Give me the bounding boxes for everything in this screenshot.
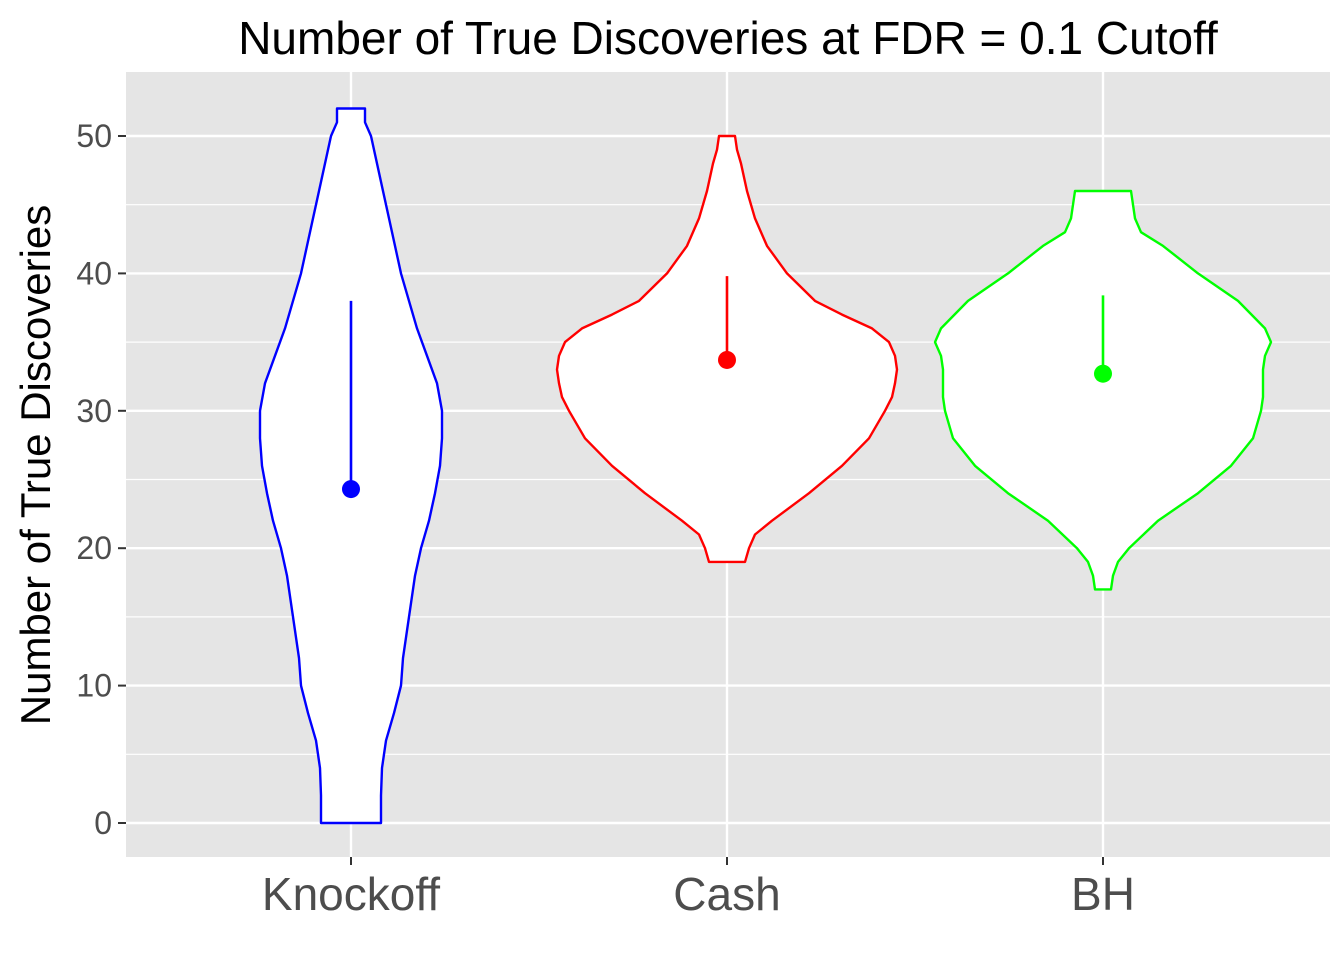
violin-bh xyxy=(933,189,1273,591)
axis-ticks: 0 10 20 30 40 50 Knockoff Cash BH xyxy=(76,118,1135,920)
y-tick-label: 50 xyxy=(76,118,112,154)
x-tick-label: Knockoff xyxy=(262,868,440,920)
x-tick-label: Cash xyxy=(673,868,780,920)
chart-title: Number of True Discoveries at FDR = 0.1 … xyxy=(238,12,1218,64)
y-axis-title: Number of True Discoveries xyxy=(12,205,59,726)
violins xyxy=(258,107,1273,825)
mean-point-bh xyxy=(1094,364,1112,383)
y-tick-label: 0 xyxy=(94,805,112,841)
y-tick-label: 10 xyxy=(76,668,112,704)
y-tick-label: 30 xyxy=(76,393,112,429)
y-tick-label: 40 xyxy=(76,255,112,291)
y-tick-label: 20 xyxy=(76,530,112,566)
mean-point-cash xyxy=(718,350,736,369)
mean-point-knockoff xyxy=(342,480,360,499)
x-tick-label: BH xyxy=(1071,868,1135,920)
